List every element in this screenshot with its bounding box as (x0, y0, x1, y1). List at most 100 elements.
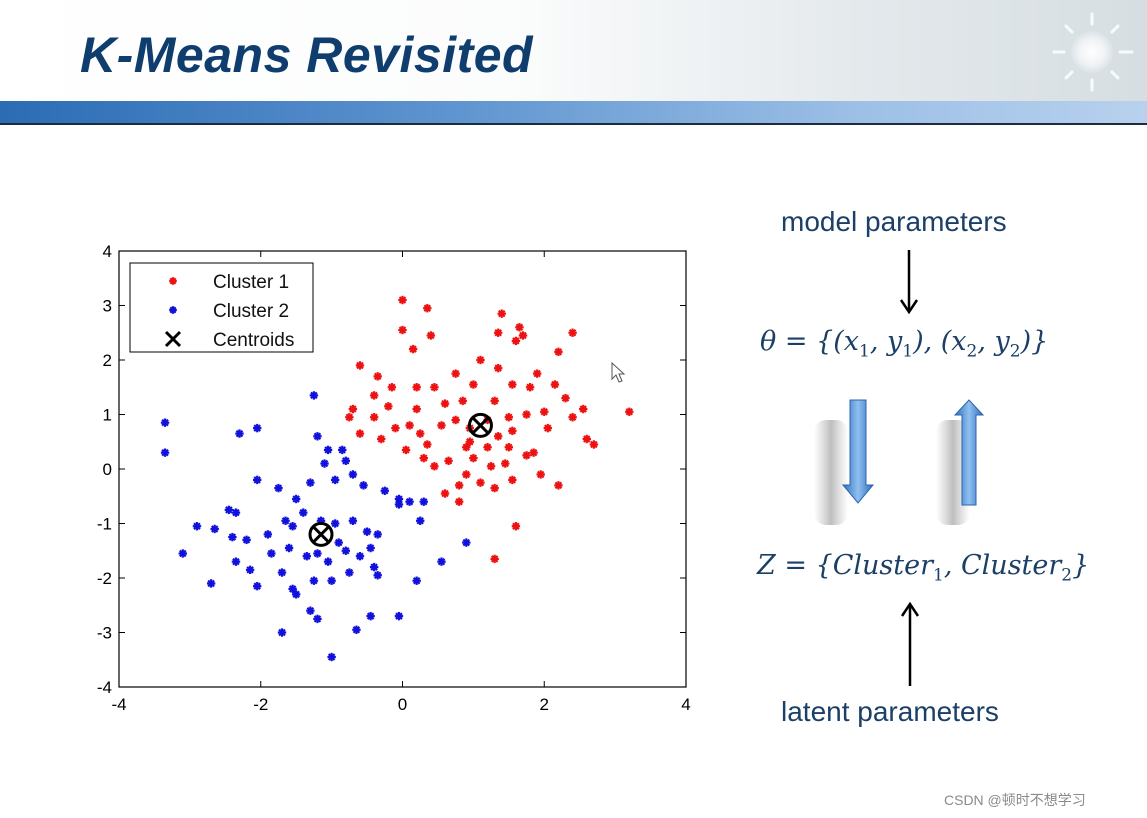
x-tick-label: 0 (398, 695, 407, 714)
z-formula-part: } (1072, 550, 1090, 581)
theta-formula-sub: 2 (966, 341, 978, 362)
legend-marker-star (169, 277, 177, 285)
cluster2-point (288, 584, 297, 594)
cluster2-point (291, 494, 301, 504)
cluster1-point (355, 429, 365, 438)
z-formula-part: , Cluster (943, 550, 1062, 581)
cluster1-point (369, 391, 379, 400)
legend-label: Cluster 1 (213, 272, 289, 293)
cluster2-point (334, 538, 343, 547)
cluster2-point (373, 530, 382, 539)
cluster1-point (486, 462, 496, 471)
model-parameters-label: model parameters (781, 206, 1007, 237)
cluster1-point (511, 522, 521, 531)
cluster2-point (228, 532, 237, 542)
cluster2-point (369, 562, 379, 572)
cluster1-point (515, 323, 524, 332)
cluster2-point (330, 475, 340, 485)
cluster2-point (380, 486, 389, 495)
cluster1-point (501, 459, 510, 468)
cluster2-point (394, 611, 404, 621)
up-arrow-icon (900, 601, 920, 686)
cluster2-point (291, 590, 301, 599)
cluster2-point (160, 448, 170, 457)
cluster1-point (440, 399, 450, 408)
cluster2-point (274, 483, 283, 493)
x-tick-label: 4 (681, 695, 690, 714)
cluster1-point (384, 402, 393, 411)
y-tick-label: -2 (97, 569, 112, 588)
cluster2-point (416, 516, 425, 525)
cluster1-point (430, 383, 439, 392)
cluster1-point (426, 331, 436, 340)
z-formula-sub: 1 (933, 565, 944, 586)
cluster2-point (253, 475, 262, 485)
cluster2-point (242, 535, 251, 545)
cluster1-point (582, 434, 591, 444)
cluster2-point (309, 391, 319, 400)
cluster1-point (444, 456, 453, 466)
cluster1-point (518, 331, 528, 340)
cluster2-point (160, 418, 170, 427)
theta-formula-lhs: θ = { (760, 326, 834, 357)
cluster1-point (387, 383, 397, 392)
cluster1-point (483, 443, 492, 452)
cluster1-point (469, 453, 478, 463)
cluster1-point (451, 369, 460, 378)
legend-label: Cluster 2 (213, 301, 289, 322)
cluster2-point (352, 625, 361, 634)
cluster2-point (327, 576, 336, 585)
cluster2-point (306, 606, 315, 615)
cluster1-point (490, 483, 499, 493)
cluster1-point (497, 309, 506, 318)
theta-formula-sub: 1 (902, 341, 914, 362)
theta-formula-part: ), (x (913, 326, 967, 357)
cluster2-point (313, 432, 322, 441)
cluster1-point (465, 437, 475, 446)
cluster1-point (462, 443, 471, 452)
cluster1-point (430, 462, 439, 471)
cluster1-point (462, 470, 471, 479)
cluster1-point (423, 440, 432, 449)
x-tick-label: -4 (111, 695, 126, 714)
cluster2-point (462, 538, 471, 547)
sparkle-icon (1052, 12, 1134, 92)
cluster2-point (277, 628, 287, 637)
cluster1-point (508, 426, 517, 436)
cluster1-point (550, 380, 560, 389)
title-divider-bar (0, 101, 1147, 125)
cluster1-point (458, 396, 467, 406)
cluster1-point (377, 434, 386, 444)
cluster1-point (511, 336, 521, 346)
cluster1-point (522, 410, 531, 419)
cluster2-point (366, 611, 375, 621)
cluster2-point (288, 522, 297, 531)
arrow-shadow (814, 420, 848, 525)
cluster2-point (245, 565, 255, 575)
cluster1-point (493, 432, 503, 441)
y-tick-label: 0 (103, 460, 112, 479)
cluster1-point (490, 396, 499, 406)
cluster2-point (373, 571, 382, 580)
latent-parameters-label: latent parameters (781, 696, 999, 727)
cluster1-point (529, 448, 538, 457)
cluster1-point (522, 451, 531, 460)
cluster1-point (554, 481, 563, 490)
theta-formula-part: (x (833, 326, 859, 357)
cluster1-point (419, 453, 428, 463)
cluster1-point (525, 383, 535, 392)
cluster2-point (341, 546, 350, 555)
cluster2-point (394, 500, 404, 509)
cluster2-point (419, 497, 428, 506)
cluster2-point (210, 524, 219, 534)
y-tick-label: -3 (97, 624, 112, 643)
cluster1-point (561, 393, 570, 403)
cluster1-point (391, 423, 400, 433)
cluster1-point (469, 380, 478, 389)
cluster2-point (235, 429, 244, 438)
cluster2-point (299, 508, 308, 517)
cluster1-point (508, 380, 517, 389)
cluster1-point (416, 429, 425, 438)
cluster1-point (568, 413, 577, 422)
theta-formula-part: )} (1020, 326, 1049, 357)
